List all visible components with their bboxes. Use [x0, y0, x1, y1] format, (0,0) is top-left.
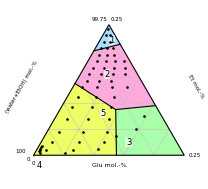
Text: 2: 2 [105, 70, 110, 79]
Text: 4: 4 [33, 155, 42, 170]
Text: 3: 3 [126, 138, 131, 147]
Polygon shape [95, 25, 123, 48]
Polygon shape [33, 84, 116, 155]
Text: 99.75: 99.75 [92, 17, 107, 22]
Text: 0: 0 [27, 157, 31, 162]
Text: (water+EtOH) mol.-%: (water+EtOH) mol.-% [4, 60, 39, 114]
Text: 0.25: 0.25 [110, 17, 123, 22]
Text: 0.25: 0.25 [189, 153, 201, 158]
Text: 5: 5 [100, 109, 105, 118]
Polygon shape [116, 106, 184, 155]
Text: Et mol.-%: Et mol.-% [188, 74, 205, 100]
Text: 0: 0 [32, 161, 35, 166]
Text: 100: 100 [16, 149, 26, 154]
Text: Glu mol.-%: Glu mol.-% [92, 163, 126, 168]
Polygon shape [75, 44, 156, 110]
Polygon shape [94, 25, 120, 51]
Text: 1: 1 [109, 36, 115, 45]
